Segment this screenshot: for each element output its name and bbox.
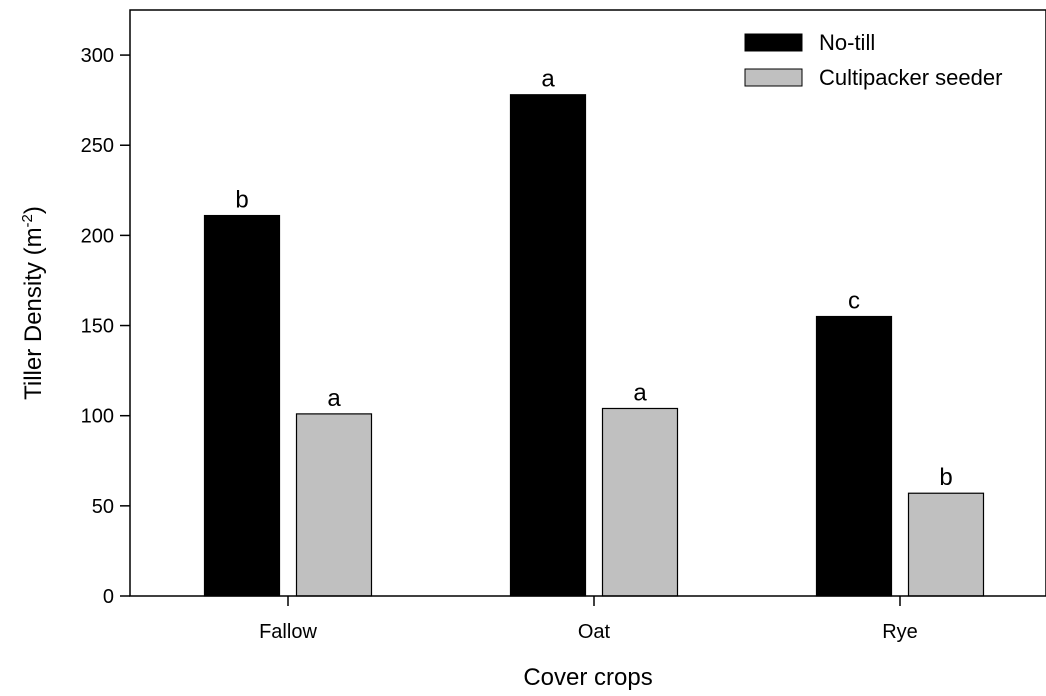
bar-cultipacker-seeder-rye xyxy=(907,492,985,597)
bar-no-till-oat xyxy=(509,94,587,597)
legend-label-cultipacker-seeder: Cultipacker seeder xyxy=(819,65,1002,90)
y-axis-title-main: Tiller Density (m xyxy=(20,227,47,399)
bar-cultipacker-seeder-oat xyxy=(601,407,679,597)
legend-swatch-cultipacker-seeder xyxy=(744,68,803,87)
significance-label: b xyxy=(235,187,248,214)
significance-labels: b a a a c b xyxy=(235,66,952,491)
bar-no-till-rye xyxy=(815,315,893,597)
y-tick-label: 150 xyxy=(81,316,114,338)
x-tick-label: Fallow xyxy=(259,621,317,643)
bar-cultipacker-seeder-fallow xyxy=(295,413,373,597)
legend-label-no-till: No-till xyxy=(819,30,875,55)
y-tick-label: 100 xyxy=(81,406,114,428)
y-axis-title-suffix: ) xyxy=(20,206,47,214)
significance-label: c xyxy=(848,288,860,315)
significance-label: a xyxy=(327,385,341,412)
y-axis-title-superscript: -2 xyxy=(19,214,36,227)
legend: No-till Cultipacker seeder xyxy=(744,30,1002,90)
y-tick-label: 200 xyxy=(81,225,114,247)
y-tick-label: 0 xyxy=(103,586,114,608)
bars-group xyxy=(203,94,985,597)
significance-label: a xyxy=(633,379,647,406)
y-axis-title: Tiller Density (m-2) xyxy=(19,206,47,400)
y-tick-label: 300 xyxy=(81,45,114,67)
legend-swatch-no-till xyxy=(744,33,803,52)
x-tick-label: Rye xyxy=(882,621,918,643)
significance-label: b xyxy=(939,464,952,491)
y-axis: 0 50 100 150 200 250 300 xyxy=(81,45,130,608)
y-tick-label: 50 xyxy=(92,496,114,518)
plot-frame xyxy=(129,9,1046,597)
significance-label: a xyxy=(541,66,555,93)
y-tick-label: 250 xyxy=(81,135,114,157)
bar-no-till-fallow xyxy=(203,214,281,597)
x-axis-title: Cover crops xyxy=(523,664,652,691)
x-axis: Fallow Oat Rye xyxy=(259,596,918,643)
x-tick-label: Oat xyxy=(578,621,611,643)
